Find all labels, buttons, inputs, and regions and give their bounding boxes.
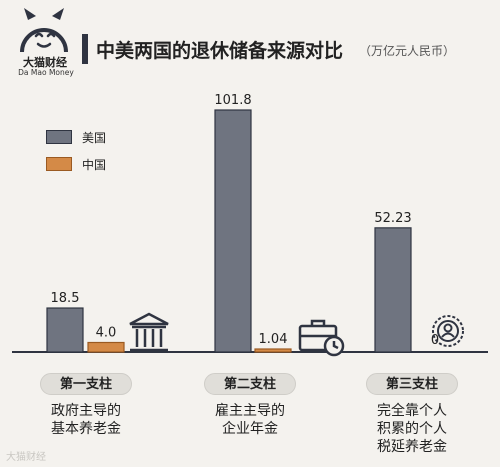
brand-name: 大猫财经 [23, 56, 67, 69]
legend-label-us: 美国 [82, 130, 107, 145]
cat-logo-icon [20, 8, 68, 53]
title-accent-bar [82, 34, 88, 64]
data-label-us-3: 52.23 [374, 211, 411, 226]
person-badge-icon [432, 315, 464, 347]
pillar-label-2: 第二支柱 [204, 373, 296, 395]
chart-unit: （万亿元人民币） [359, 44, 456, 58]
bar-us-2 [214, 109, 252, 353]
bar-cn-2 [254, 348, 292, 353]
legend-item-cn: 中国 [46, 155, 106, 173]
pillar-desc-1: 政府主导的 基本养老金 [51, 403, 121, 437]
watermark: 大猫财经 [6, 452, 46, 463]
data-label-us-1: 18.5 [51, 291, 80, 306]
legend-label-cn: 中国 [82, 157, 107, 172]
data-label-cn-3: 0 [431, 333, 439, 348]
legend-swatch-cn [46, 157, 72, 171]
bar-cn-1 [87, 341, 125, 353]
brand-sub: Da Mao Money [18, 68, 74, 77]
pillar-label-3: 第三支柱 [366, 373, 458, 395]
legend-item-us: 美国 [46, 128, 106, 146]
pillar-label-1: 第一支柱 [40, 373, 132, 395]
data-label-cn-2: 1.04 [259, 332, 288, 347]
briefcase-clock-icon [298, 319, 345, 357]
government-building-icon [129, 312, 169, 352]
pillar-desc-2: 雇主主导的 企业年金 [215, 403, 285, 437]
data-label-us-2: 101.8 [214, 93, 251, 108]
bar-us-3 [374, 227, 412, 353]
pillar-desc-3: 完全靠个人 积累的个人 税延养老金 [377, 403, 447, 455]
data-label-cn-1: 4.0 [96, 325, 117, 340]
chart-title: 中美两国的退休储备来源对比 [96, 40, 344, 62]
bar-us-1 [46, 307, 84, 353]
legend-swatch-us [46, 130, 72, 144]
